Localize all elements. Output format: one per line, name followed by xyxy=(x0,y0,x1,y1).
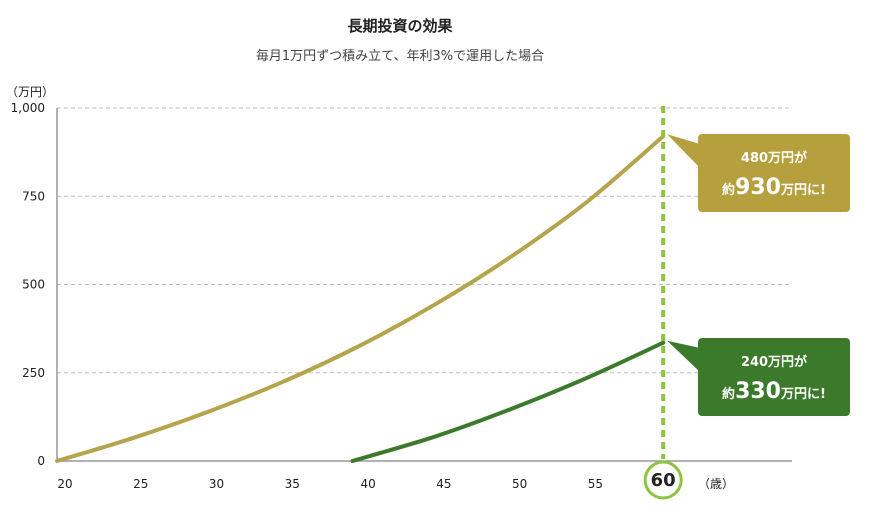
callout-prefix: 約 xyxy=(722,182,735,198)
y-tick-label: 0 xyxy=(37,454,45,468)
highlight-badge-label: 60 xyxy=(651,470,676,491)
chart-title: 長期投資の効果 xyxy=(347,17,453,35)
callout-big: 930 xyxy=(735,175,781,200)
callout-suffix: 万円に! xyxy=(780,183,826,198)
y-tick-label: 250 xyxy=(22,366,45,380)
highlight-badge xyxy=(643,460,683,500)
callout-suffix: 万円に! xyxy=(780,387,826,402)
callout-pointer xyxy=(667,134,700,168)
y-tick-label: 500 xyxy=(22,278,45,292)
x-tick-label: 45 xyxy=(436,477,451,491)
callout-pointer xyxy=(667,340,700,372)
series-line-1 xyxy=(350,340,666,463)
callout-line1: 240万円が xyxy=(741,354,807,370)
x-tick-label: 50 xyxy=(512,477,527,491)
callout-line2: 約930万円に! xyxy=(722,175,826,200)
x-tick-label: 55 xyxy=(588,477,603,491)
x-tick-label: 35 xyxy=(285,477,300,491)
x-axis-unit: （歳） xyxy=(698,477,734,491)
callout-line2: 約330万円に! xyxy=(722,379,826,404)
callout-box xyxy=(698,338,850,416)
x-tick-label: 25 xyxy=(133,477,148,491)
x-tick-label: 30 xyxy=(209,477,224,491)
y-tick-label: 750 xyxy=(22,189,45,203)
callout-box xyxy=(698,134,850,212)
y-tick-label: 1,000 xyxy=(11,101,45,115)
series-line-0 xyxy=(55,134,666,463)
x-tick-label: 40 xyxy=(360,477,375,491)
y-axis-unit: （万円） xyxy=(6,85,54,99)
callout-big: 330 xyxy=(735,379,781,404)
callout-prefix: 約 xyxy=(722,386,735,402)
x-tick-label: 20 xyxy=(57,477,72,491)
chart-subtitle: 毎月1万円ずつ積み立て、年利3%で運用した場合 xyxy=(256,48,544,64)
callout-line1: 480万円が xyxy=(741,150,807,166)
